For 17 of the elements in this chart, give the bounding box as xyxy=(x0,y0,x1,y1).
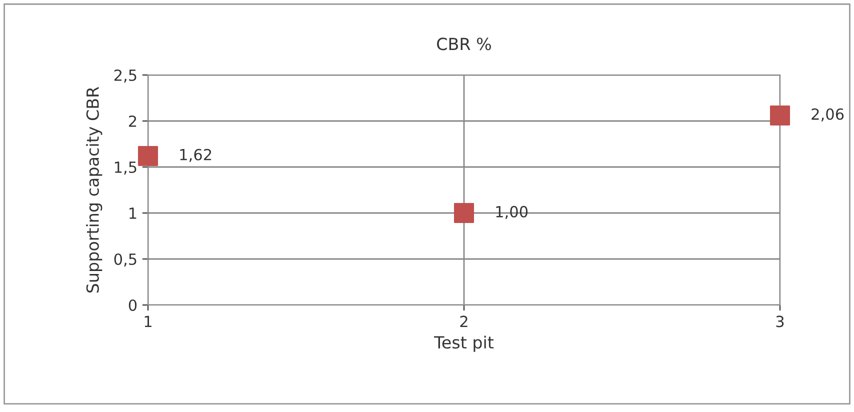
y-tick-label: 2 xyxy=(128,115,136,127)
chart-title: CBR % xyxy=(437,38,491,50)
y-axis-title: Supporting capacity CBR xyxy=(86,86,102,293)
y-tick-label: 0 xyxy=(128,299,137,312)
y-tick-label: 1,5 xyxy=(114,162,136,175)
y-tick-label: 2,5 xyxy=(114,69,136,83)
point xyxy=(138,146,158,166)
y-tick-label: 0,5 xyxy=(114,253,136,267)
x-tick-label: 1 xyxy=(144,316,152,328)
x-tick-label: 2 xyxy=(460,316,468,328)
data-label: 1,62 xyxy=(180,148,212,162)
data-label: 2,06 xyxy=(812,108,844,122)
x-axis-title: Test pit xyxy=(434,336,494,352)
x-tick-label: 3 xyxy=(776,316,784,328)
point xyxy=(770,105,790,126)
point xyxy=(454,202,474,224)
y-tick-label: 1 xyxy=(130,208,136,219)
